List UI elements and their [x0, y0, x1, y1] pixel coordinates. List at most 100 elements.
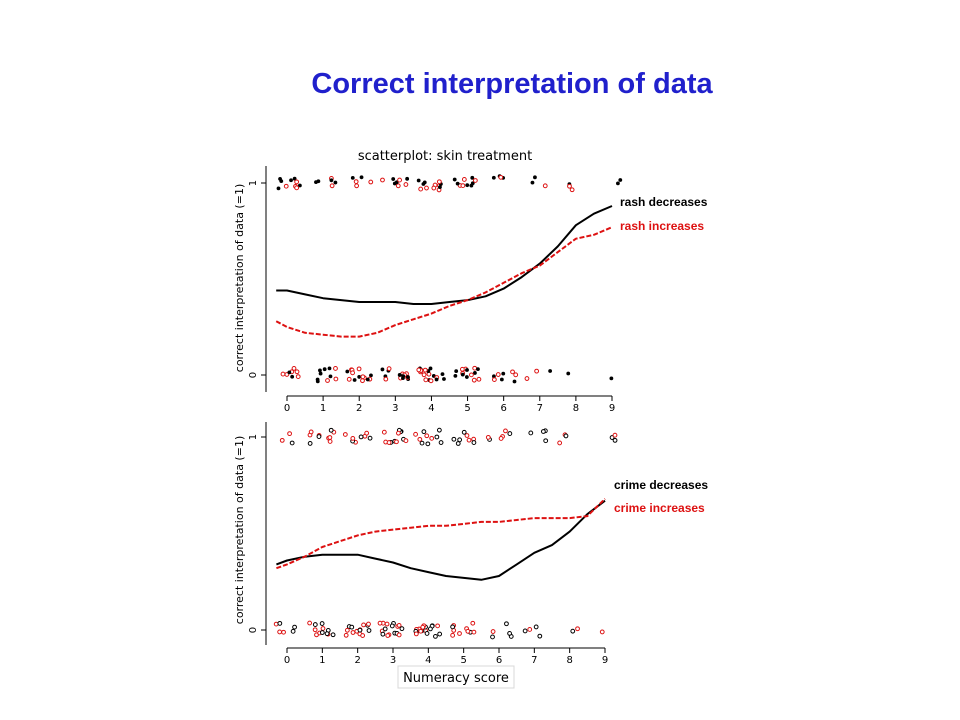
data-point — [401, 376, 405, 380]
data-point — [277, 629, 283, 635]
data-point — [470, 181, 475, 186]
data-point — [364, 430, 370, 436]
panel-title: scatterplot: skin treatment — [358, 149, 532, 164]
y-tick-label: 0 — [248, 372, 259, 378]
data-point — [327, 435, 333, 440]
data-point — [333, 376, 339, 382]
data-point — [459, 366, 465, 372]
data-point — [283, 183, 289, 189]
x-tick-label: 4 — [425, 655, 431, 666]
data-point — [413, 431, 418, 437]
data-point — [399, 626, 405, 632]
data-point — [460, 183, 466, 188]
data-point — [345, 369, 350, 374]
data-point — [442, 377, 446, 381]
data-point — [533, 624, 539, 630]
data-point — [344, 627, 350, 633]
data-point — [471, 377, 477, 383]
data-point — [365, 377, 370, 382]
x-tick-label: 5 — [464, 403, 470, 414]
data-point — [433, 633, 438, 639]
x-tick-label: 0 — [284, 403, 290, 414]
data-point — [354, 183, 360, 189]
y-axis-title: correct interpretation of data (=1) — [233, 436, 246, 624]
data-point — [499, 377, 504, 382]
data-point — [530, 180, 535, 185]
data-point — [472, 178, 478, 183]
data-point — [349, 624, 355, 630]
data-point — [279, 179, 284, 184]
x-tick-label: 2 — [354, 655, 360, 666]
series-line — [276, 499, 606, 581]
data-point — [435, 623, 441, 629]
x-tick-label: 8 — [566, 655, 572, 666]
data-point — [397, 177, 402, 183]
data-point — [540, 429, 546, 434]
data-point — [421, 372, 427, 378]
data-point — [325, 378, 330, 383]
data-point — [330, 632, 336, 638]
x-axis-title-box — [397, 665, 515, 689]
data-point — [423, 377, 429, 383]
data-point — [328, 427, 334, 433]
data-point — [279, 437, 285, 443]
data-point — [490, 629, 496, 634]
data-point — [295, 374, 301, 380]
data-point — [548, 369, 553, 373]
data-point — [570, 628, 576, 634]
data-point — [616, 181, 620, 186]
data-point — [476, 376, 482, 382]
data-point — [356, 366, 362, 372]
data-point — [507, 431, 513, 436]
x-tick-label: 9 — [602, 655, 608, 666]
data-point — [453, 373, 458, 378]
legend-label: crime decreases — [614, 478, 708, 492]
data-point — [438, 440, 444, 445]
data-point — [319, 621, 325, 626]
data-point — [324, 631, 330, 637]
data-point — [353, 179, 359, 185]
data-point — [276, 186, 281, 191]
data-point — [491, 377, 497, 383]
data-point — [434, 434, 440, 440]
data-point — [528, 430, 534, 436]
data-point — [461, 429, 467, 435]
data-point — [312, 627, 318, 633]
x-tick-label: 8 — [573, 403, 579, 414]
data-point — [537, 633, 543, 639]
data-point — [369, 373, 373, 378]
data-point — [377, 620, 383, 626]
data-point — [316, 434, 322, 439]
data-point — [314, 180, 318, 185]
data-point — [513, 372, 519, 378]
data-point — [418, 628, 424, 634]
data-point — [498, 174, 504, 180]
data-point — [501, 371, 506, 376]
data-point — [495, 372, 501, 377]
data-point — [292, 624, 297, 630]
x-tick-label: 0 — [284, 655, 290, 666]
data-point — [397, 373, 402, 377]
y-tick-label: 0 — [248, 627, 259, 633]
data-point — [289, 440, 295, 446]
data-point — [277, 620, 283, 626]
data-point — [436, 179, 442, 185]
data-point — [357, 627, 363, 633]
x-tick-label: 7 — [537, 403, 543, 414]
data-point — [297, 183, 302, 188]
data-point — [428, 366, 433, 371]
data-point — [424, 433, 430, 439]
x-tick-label: 6 — [500, 403, 506, 414]
data-point — [542, 183, 548, 189]
data-point — [418, 186, 424, 192]
data-point — [450, 632, 456, 638]
data-point — [380, 177, 385, 183]
series-line — [275, 226, 613, 338]
data-point — [422, 367, 428, 373]
data-point — [421, 429, 427, 435]
data-point — [384, 621, 390, 627]
data-point — [510, 369, 515, 375]
data-point — [512, 379, 517, 384]
data-point — [417, 436, 423, 442]
x-tick-label: 4 — [428, 403, 434, 414]
